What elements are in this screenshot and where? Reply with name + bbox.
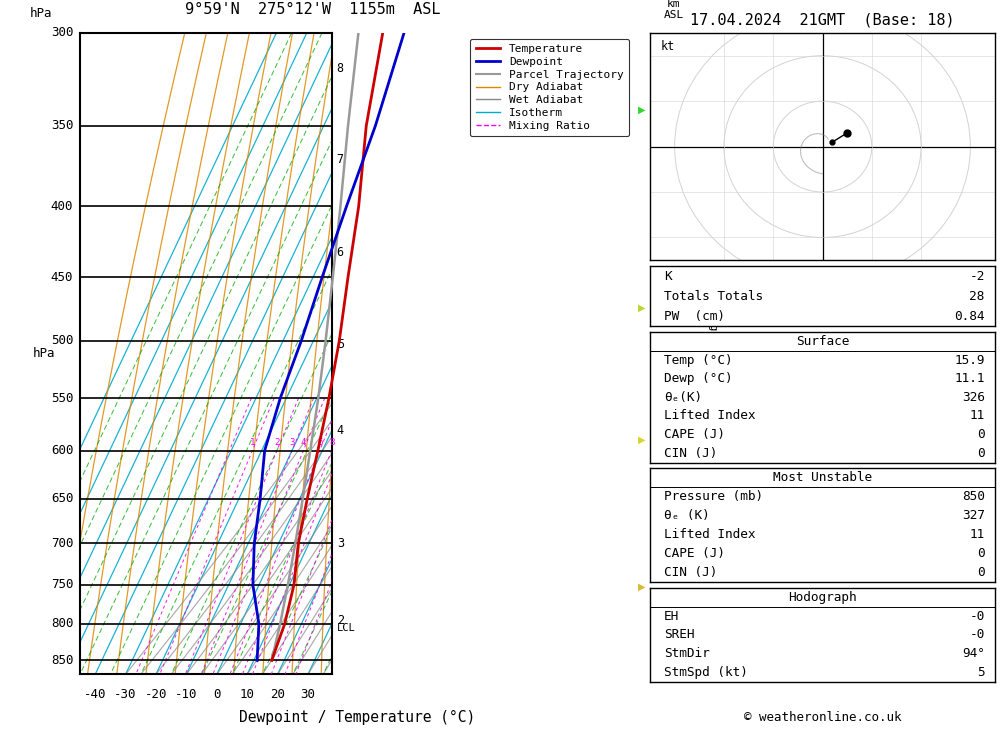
Text: 4: 4 — [337, 424, 344, 437]
Text: 0.84: 0.84 — [954, 309, 985, 323]
Text: Mixing Ratio (g/kg): Mixing Ratio (g/kg) — [708, 290, 718, 418]
Text: 5: 5 — [337, 338, 344, 351]
Text: CIN (J): CIN (J) — [664, 446, 717, 460]
Text: 3: 3 — [290, 438, 295, 447]
Text: Pressure (mb): Pressure (mb) — [664, 490, 763, 504]
Text: 850: 850 — [962, 490, 985, 504]
Text: 1: 1 — [250, 438, 255, 447]
Text: 400: 400 — [51, 200, 73, 213]
Text: hPa: hPa — [30, 7, 52, 21]
Text: 6: 6 — [317, 438, 322, 447]
Text: EH: EH — [664, 610, 679, 622]
Text: -0: -0 — [969, 610, 985, 622]
Text: 0: 0 — [977, 446, 985, 460]
Text: -20: -20 — [145, 688, 167, 701]
Text: K: K — [664, 270, 671, 283]
Text: Hodograph: Hodograph — [788, 591, 857, 604]
Text: θₑ(K): θₑ(K) — [664, 391, 702, 404]
Text: StmSpd (kt): StmSpd (kt) — [664, 666, 748, 679]
Text: 4: 4 — [301, 438, 306, 447]
Text: 5: 5 — [977, 666, 985, 679]
Text: km
ASL: km ASL — [664, 0, 684, 21]
Text: 700: 700 — [51, 537, 73, 550]
Text: CAPE (J): CAPE (J) — [664, 547, 725, 560]
Text: 10: 10 — [240, 688, 255, 701]
Text: 30: 30 — [300, 688, 315, 701]
Text: Dewpoint / Temperature (°C): Dewpoint / Temperature (°C) — [239, 710, 476, 725]
Text: 9°59'N  275°12'W  1155m  ASL: 9°59'N 275°12'W 1155m ASL — [185, 2, 441, 17]
Text: Surface: Surface — [796, 335, 849, 348]
Text: 450: 450 — [51, 270, 73, 284]
Text: 6: 6 — [337, 246, 344, 259]
Text: 11: 11 — [969, 410, 985, 422]
Text: 0: 0 — [213, 688, 221, 701]
Text: 350: 350 — [51, 119, 73, 133]
Text: Temp (°C): Temp (°C) — [664, 353, 732, 366]
Text: 2: 2 — [274, 438, 280, 447]
Text: Dewp (°C): Dewp (°C) — [664, 372, 732, 385]
Legend: Temperature, Dewpoint, Parcel Trajectory, Dry Adiabat, Wet Adiabat, Isotherm, Mi: Temperature, Dewpoint, Parcel Trajectory… — [470, 39, 629, 136]
Text: LCL: LCL — [337, 622, 355, 633]
Text: 327: 327 — [962, 509, 985, 522]
Text: 650: 650 — [51, 493, 73, 505]
Text: Lifted Index: Lifted Index — [664, 528, 755, 541]
Text: PW  (cm): PW (cm) — [664, 309, 725, 323]
Text: StmDir: StmDir — [664, 647, 710, 660]
Text: 600: 600 — [51, 444, 73, 457]
Text: 0: 0 — [977, 428, 985, 441]
Text: Totals Totals: Totals Totals — [664, 290, 763, 303]
Text: 850: 850 — [51, 654, 73, 667]
Text: 800: 800 — [51, 617, 73, 630]
Text: -40: -40 — [84, 688, 106, 701]
Text: 8: 8 — [329, 438, 334, 447]
Text: Lifted Index: Lifted Index — [664, 410, 755, 422]
Text: ▶: ▶ — [638, 105, 646, 115]
Text: Most Unstable: Most Unstable — [773, 471, 872, 485]
Text: 11.1: 11.1 — [954, 372, 985, 385]
Text: 750: 750 — [51, 578, 73, 592]
Text: SREH: SREH — [664, 628, 694, 641]
Text: ▶: ▶ — [638, 435, 646, 445]
Text: 28: 28 — [969, 290, 985, 303]
Text: 500: 500 — [51, 334, 73, 347]
Text: 8: 8 — [337, 62, 344, 75]
Text: -2: -2 — [969, 270, 985, 283]
Text: hPa: hPa — [33, 347, 55, 360]
Text: 0: 0 — [977, 566, 985, 579]
Text: ▶: ▶ — [638, 581, 646, 592]
Text: 2: 2 — [337, 614, 344, 627]
Text: 94°: 94° — [962, 647, 985, 660]
Text: 326: 326 — [962, 391, 985, 404]
Text: 15.9: 15.9 — [954, 353, 985, 366]
Text: 11: 11 — [969, 528, 985, 541]
Text: 3: 3 — [337, 537, 344, 550]
Text: kt: kt — [660, 40, 675, 53]
Text: -30: -30 — [114, 688, 137, 701]
Text: -0: -0 — [969, 628, 985, 641]
Text: 300: 300 — [51, 26, 73, 40]
Text: 550: 550 — [51, 391, 73, 405]
Text: 17.04.2024  21GMT  (Base: 18): 17.04.2024 21GMT (Base: 18) — [690, 13, 955, 28]
Text: 0: 0 — [977, 547, 985, 560]
Text: © weatheronline.co.uk: © weatheronline.co.uk — [744, 711, 901, 724]
Text: θₑ (K): θₑ (K) — [664, 509, 710, 522]
Text: CAPE (J): CAPE (J) — [664, 428, 725, 441]
Text: 7: 7 — [337, 152, 344, 166]
Text: CIN (J): CIN (J) — [664, 566, 717, 579]
Text: ▶: ▶ — [638, 303, 646, 313]
Text: -10: -10 — [175, 688, 198, 701]
Text: 20: 20 — [270, 688, 285, 701]
